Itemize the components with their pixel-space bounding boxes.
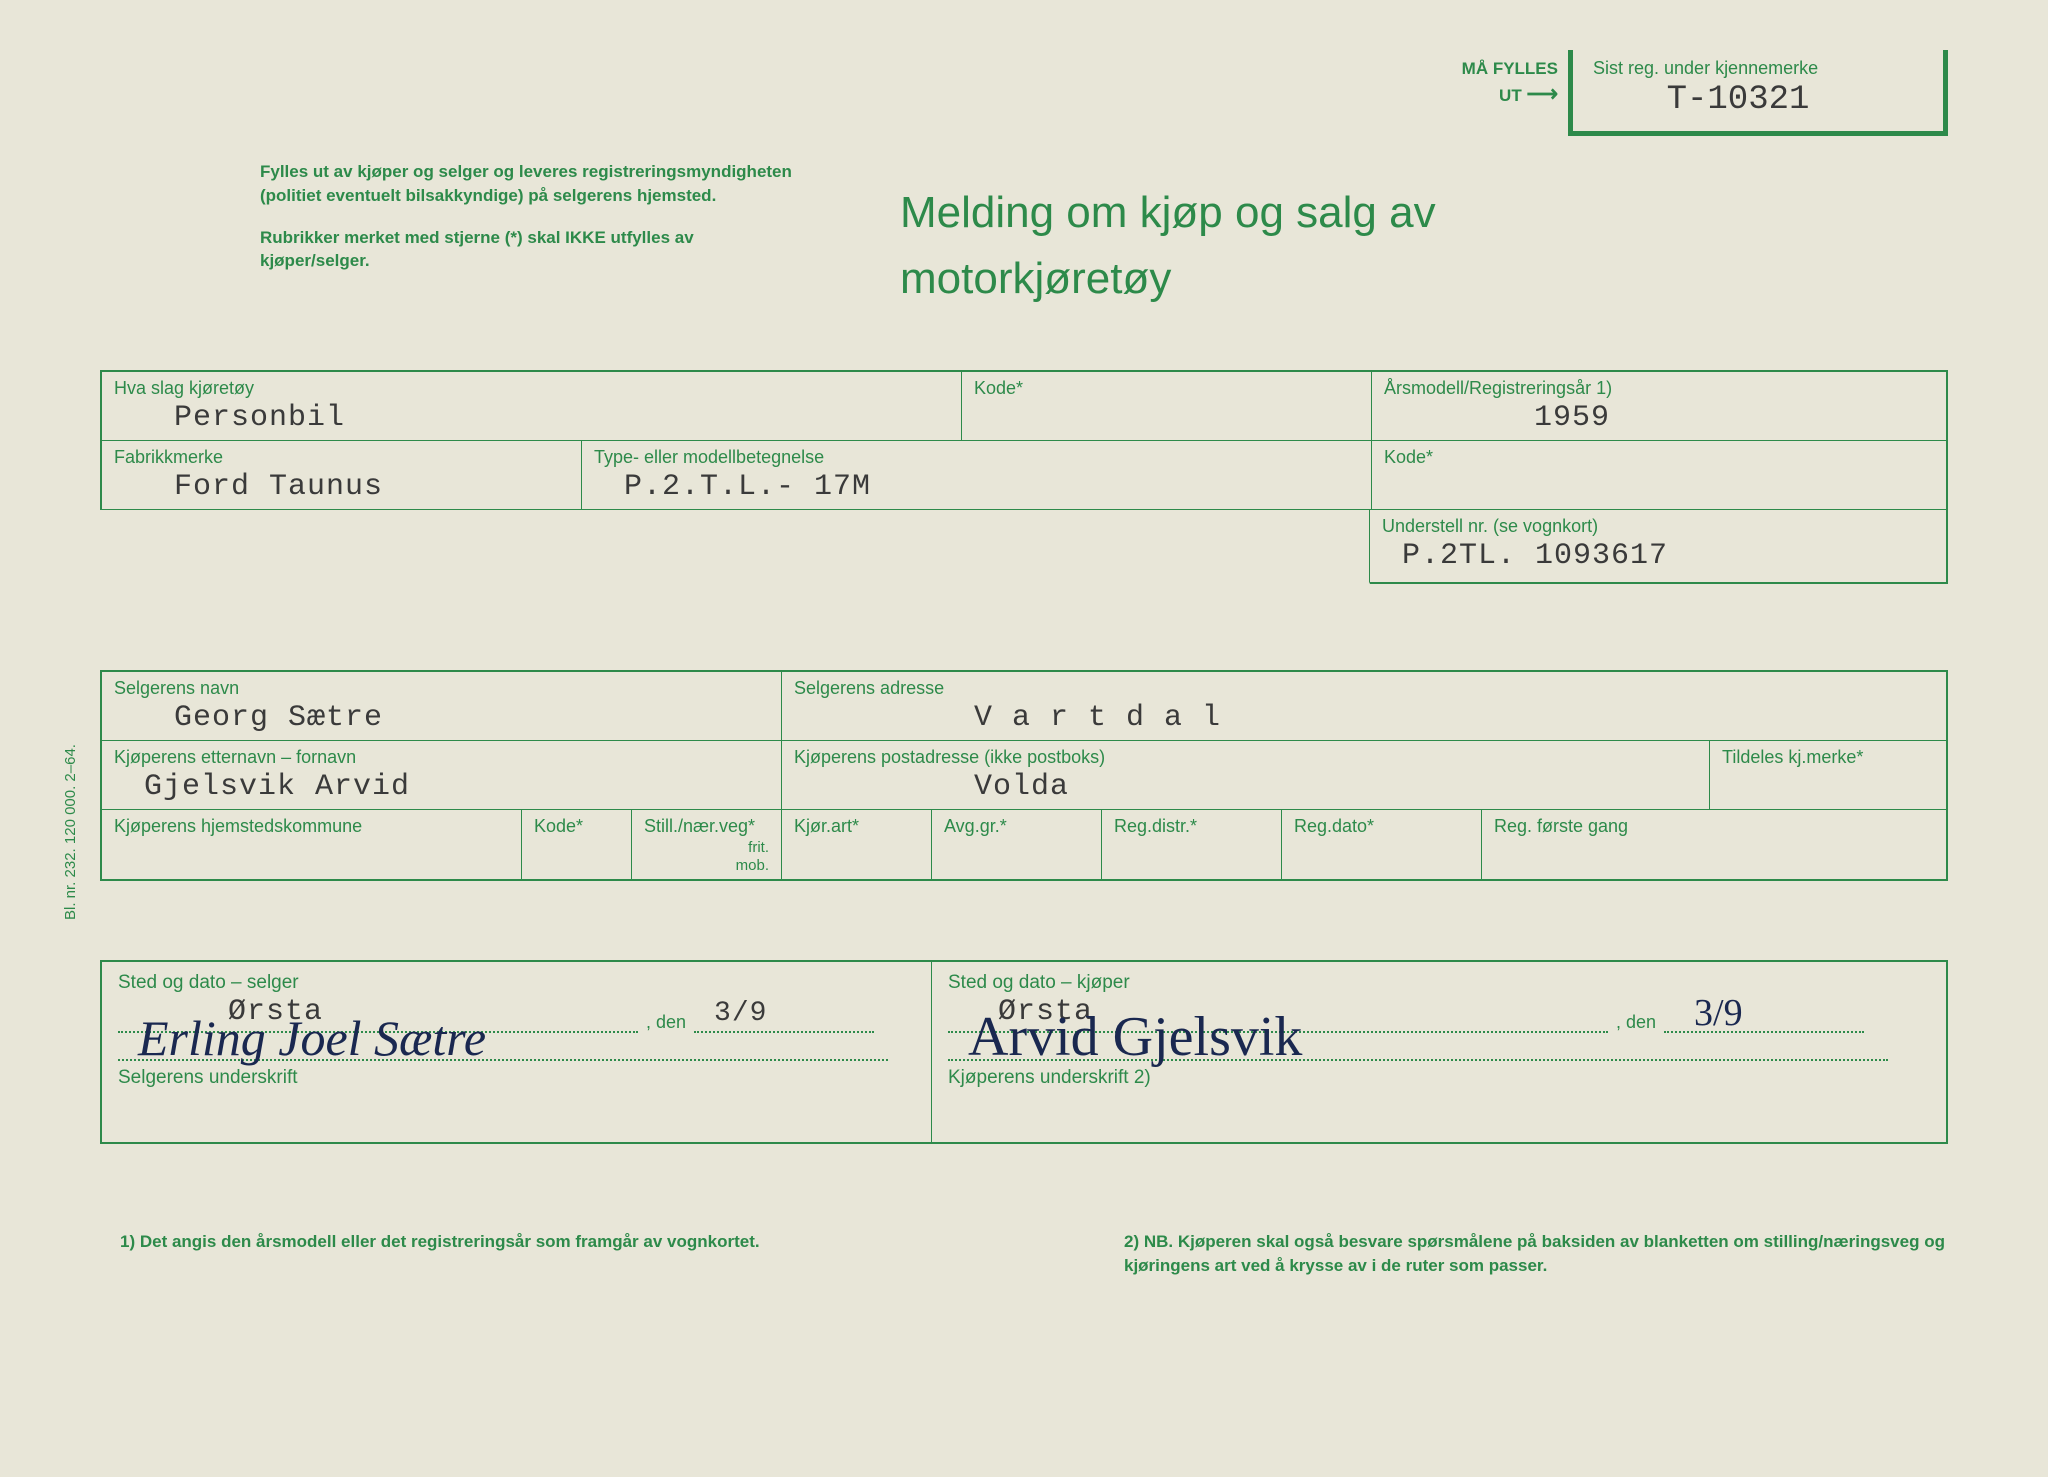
- chassis-value: P.2TL. 1093617: [1382, 539, 1934, 573]
- footnote-2: 2) NB. Kjøperen skal også besvare spørsm…: [1124, 1230, 1948, 1278]
- buyer-place-label: Sted og dato – kjøper: [948, 972, 1130, 993]
- buyer-address-value: Volda: [794, 770, 1697, 804]
- seller-address-label: Selgerens adresse: [794, 678, 1934, 699]
- model-value: P.2.T.L.- 17M: [594, 470, 1359, 504]
- year-value: 1959: [1384, 401, 1934, 435]
- form-page: MÅ FYLLES UT ⟶ Sist reg. under kjennemer…: [0, 0, 2048, 1477]
- form-title: Melding om kjøp og salg av motorkjøretøy: [900, 180, 1436, 312]
- buyer-signature: Arvid Gjelsvik: [968, 1005, 1302, 1069]
- arrow-icon: ⟶: [1526, 81, 1558, 106]
- model-cell: Type- eller modellbetegnelse P.2.T.L.- 1…: [582, 441, 1372, 509]
- footnotes: 1) Det angis den årsmodell eller det reg…: [120, 1230, 1948, 1278]
- kode1-label: Kode*: [974, 378, 1359, 399]
- still-label: Still./nær.veg*: [644, 816, 769, 837]
- gap-cell: [100, 510, 1370, 584]
- make-label: Fabrikkmerke: [114, 447, 569, 468]
- seller-sig-label: Selgerens underskrift: [118, 1067, 915, 1089]
- vehicle-type-cell: Hva slag kjøretøy Personbil: [102, 372, 962, 440]
- kommune-cell: Kjøperens hjemstedskommune: [102, 810, 522, 879]
- vehicle-type-value: Personbil: [114, 401, 949, 435]
- seller-row: Selgerens navn Georg Sætre Selgerens adr…: [102, 672, 1946, 741]
- kjorart-cell: Kjør.art*: [782, 810, 932, 879]
- vehicle-row-2: Fabrikkmerke Ford Taunus Type- eller mod…: [102, 441, 1946, 510]
- form-number: Bl. nr. 232. 120 000. 2–64.: [62, 744, 79, 920]
- kode1-cell: Kode*: [962, 372, 1372, 440]
- still-cell: Still./nær.veg* frit. mob.: [632, 810, 782, 879]
- seller-name-value: Georg Sætre: [114, 701, 769, 735]
- regdistr-label: Reg.distr.*: [1114, 816, 1269, 837]
- signature-row: Sted og dato – selger Ørsta , den 3/9 Er…: [102, 962, 1946, 1142]
- vehicle-row-1: Hva slag kjøretøy Personbil Kode* Årsmod…: [102, 372, 1946, 441]
- buyer-date: 3/9: [1694, 991, 1743, 1035]
- instruction-2: Rubrikker merket med stjerne (*) skal IK…: [260, 226, 800, 274]
- still-sub2: mob.: [736, 857, 769, 874]
- signature-block: Sted og dato – selger Ørsta , den 3/9 Er…: [100, 960, 1948, 1144]
- regforste-label: Reg. første gang: [1494, 816, 1934, 837]
- avggr-label: Avg.gr.*: [944, 816, 1089, 837]
- kjorart-label: Kjør.art*: [794, 816, 919, 837]
- kommune-label: Kjøperens hjemstedskommune: [114, 816, 509, 837]
- den-2: , den: [1616, 1012, 1656, 1033]
- avggr-cell: Avg.gr.*: [932, 810, 1102, 879]
- seller-address-value: V a r t d a l: [794, 701, 1934, 735]
- instruction-1: Fylles ut av kjøper og selger og leveres…: [260, 160, 800, 208]
- chassis-label: Understell nr. (se vognkort): [1382, 516, 1934, 537]
- den-1: , den: [646, 1012, 686, 1033]
- vehicle-row-3: Understell nr. (se vognkort) P.2TL. 1093…: [102, 510, 1946, 582]
- regdato-cell: Reg.dato*: [1282, 810, 1482, 879]
- registration-box: Sist reg. under kjennemerke T-10321: [1568, 50, 1948, 136]
- seller-signature-cell: Sted og dato – selger Ørsta , den 3/9 Er…: [102, 962, 932, 1142]
- title-line1: Melding om kjøp og salg av: [900, 188, 1436, 237]
- buyer-name-cell: Kjøperens etternavn – fornavn Gjelsvik A…: [102, 741, 782, 809]
- instructions: Fylles ut av kjøper og selger og leveres…: [260, 160, 800, 291]
- buyer-address-label: Kjøperens postadresse (ikke postboks): [794, 747, 1697, 768]
- chassis-cell: Understell nr. (se vognkort) P.2TL. 1093…: [1370, 510, 1946, 582]
- seller-address-cell: Selgerens adresse V a r t d a l: [782, 672, 1946, 740]
- vehicle-type-label: Hva slag kjøretøy: [114, 378, 949, 399]
- title-line2: motorkjøretøy: [900, 254, 1171, 303]
- seller-date: 3/9: [714, 998, 767, 1029]
- buyer-sig-label: Kjøperens underskrift 2): [948, 1067, 1930, 1089]
- seller-name-cell: Selgerens navn Georg Sætre: [102, 672, 782, 740]
- reg-label: Sist reg. under kjennemerke: [1593, 58, 1883, 79]
- ma-fylles-1: MÅ FYLLES: [1462, 59, 1558, 78]
- seller-name-label: Selgerens navn: [114, 678, 769, 699]
- parties-block: Selgerens navn Georg Sætre Selgerens adr…: [100, 670, 1948, 881]
- seller-place-label: Sted og dato – selger: [118, 972, 299, 993]
- year-cell: Årsmodell/Registreringsår 1) 1959: [1372, 372, 1946, 440]
- buyer-address-cell: Kjøperens postadresse (ikke postboks) Vo…: [782, 741, 1710, 809]
- buyer-signature-cell: Sted og dato – kjøper Ørsta , den 3/9 Ar…: [932, 962, 1946, 1142]
- mark-cell: Tildeles kj.merke*: [1710, 741, 1946, 809]
- regdistr-cell: Reg.distr.*: [1102, 810, 1282, 879]
- regforste-cell: Reg. første gang: [1482, 810, 1946, 879]
- kode-cell: Kode*: [522, 810, 632, 879]
- buyer-name-label: Kjøperens etternavn – fornavn: [114, 747, 769, 768]
- kode-label: Kode*: [534, 816, 619, 837]
- reg-value: T-10321: [1593, 81, 1883, 119]
- vehicle-block: Hva slag kjøretøy Personbil Kode* Årsmod…: [100, 370, 1948, 584]
- make-cell: Fabrikkmerke Ford Taunus: [102, 441, 582, 509]
- buyer-row: Kjøperens etternavn – fornavn Gjelsvik A…: [102, 741, 1946, 810]
- regdato-label: Reg.dato*: [1294, 816, 1469, 837]
- kode2-label: Kode*: [1384, 447, 1934, 468]
- mark-label: Tildeles kj.merke*: [1722, 747, 1934, 768]
- buyer-name-value: Gjelsvik Arvid: [114, 770, 769, 804]
- year-label: Årsmodell/Registreringsår 1): [1384, 378, 1934, 399]
- model-label: Type- eller modellbetegnelse: [594, 447, 1359, 468]
- still-sub1: frit.: [748, 839, 769, 856]
- ma-fylles-2: UT: [1499, 86, 1522, 105]
- kode2-cell: Kode*: [1372, 441, 1946, 509]
- make-value: Ford Taunus: [114, 470, 569, 504]
- footnote-1: 1) Det angis den årsmodell eller det reg…: [120, 1230, 944, 1278]
- seller-signature: Erling Joel Sætre: [138, 1009, 486, 1067]
- details-row: Kjøperens hjemstedskommune Kode* Still./…: [102, 810, 1946, 879]
- must-fill-label: MÅ FYLLES UT ⟶: [1462, 58, 1558, 109]
